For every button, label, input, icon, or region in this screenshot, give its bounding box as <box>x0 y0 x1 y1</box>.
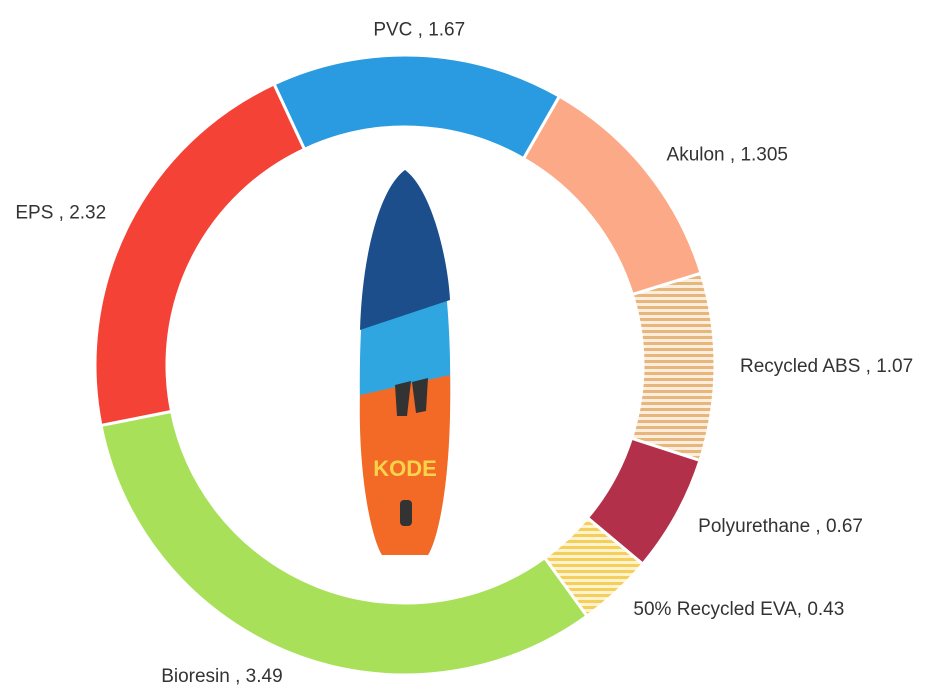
slice-label: EPS , 2.32 <box>15 203 106 224</box>
slice-label: Akulon , 1.305 <box>667 145 788 166</box>
slice <box>95 84 304 425</box>
slice-label: Bioresin , 3.49 <box>161 666 282 685</box>
chart: KODE PVC , 1.67 Akulon , 1.305 Recycled AB… <box>0 0 935 685</box>
slice <box>101 411 587 675</box>
slice-label: 50% Recycled EVA, 0.43 <box>633 599 844 620</box>
board-image: KODE <box>360 170 450 555</box>
slice <box>631 273 715 460</box>
slice <box>274 55 559 159</box>
slice-label: PVC , 1.67 <box>373 19 465 40</box>
page: {"chart_data": {"type": "donut", "value_… <box>0 0 935 685</box>
slice-label: Recycled ABS , 1.07 <box>740 356 913 377</box>
slice <box>524 96 702 294</box>
board-logo: KODE <box>373 456 437 481</box>
slice-label: Polyurethane , 0.67 <box>698 516 863 537</box>
